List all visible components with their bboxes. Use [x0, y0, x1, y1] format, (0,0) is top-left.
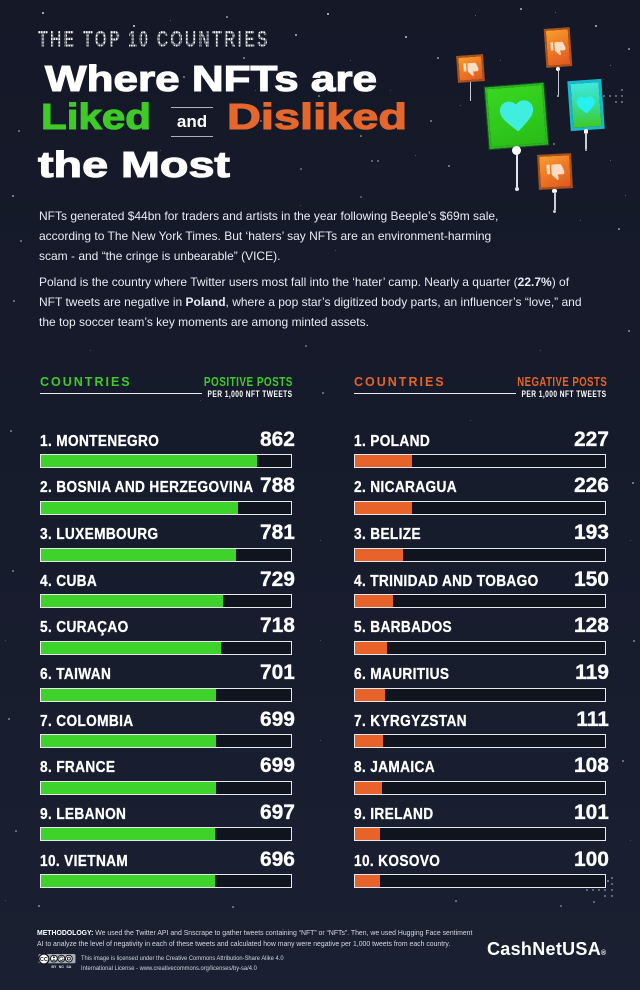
svg-text:BY: BY [51, 965, 57, 969]
svg-text:NC: NC [58, 965, 64, 969]
svg-text:CC: CC [39, 957, 47, 963]
svg-text:SA: SA [66, 965, 71, 969]
